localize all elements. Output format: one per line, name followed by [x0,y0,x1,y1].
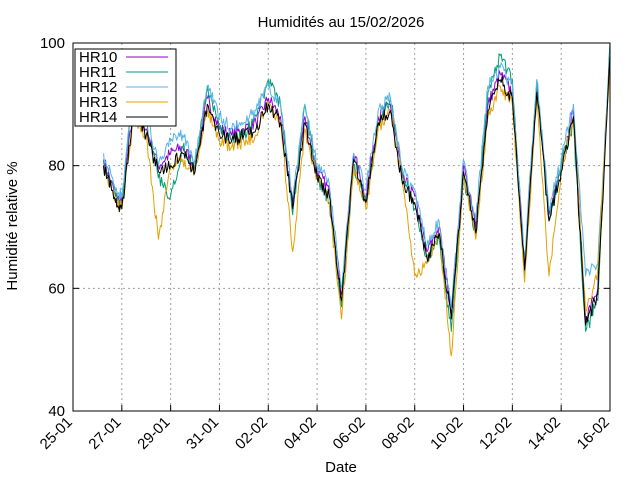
x-tick-label: 04-02 [281,414,320,453]
x-tick-label: 29-01 [134,414,173,453]
x-tick-label: 12-02 [476,414,515,453]
series-line-hr14 [103,55,611,326]
y-tick-label: 80 [48,158,65,175]
series-line-hr10 [103,55,611,324]
series-line-hr13 [103,61,611,357]
plot-frame [72,42,611,412]
legend-label-hr10: HR10 [79,49,117,66]
legend-label-hr11: HR11 [79,64,116,81]
legend-label-hr12: HR12 [79,79,117,96]
x-tick-label: 06-02 [330,414,369,453]
chart-title: Humidités au 15/02/2026 [258,14,425,31]
x-axis-label: Date [325,459,357,476]
legend-label-hr13: HR13 [79,94,117,111]
legend-label-hr14: HR14 [79,109,117,126]
series-line-hr12 [103,49,611,308]
y-tick-label: 60 [48,280,65,297]
x-tick-label: 08-02 [378,414,417,453]
x-tick-label: 14-02 [525,414,564,453]
x-tick-label: 27-01 [85,414,124,453]
series-group [103,42,611,357]
x-tick-label: 02-02 [232,414,271,453]
x-tick-label: 31-01 [183,414,222,453]
x-tick-label: 16-02 [574,414,613,453]
y-tick-label: 100 [40,35,65,52]
y-axis-label: Humidité relative % [4,161,21,290]
x-tick-label: 10-02 [427,414,466,453]
y-tick-label: 40 [48,403,65,420]
